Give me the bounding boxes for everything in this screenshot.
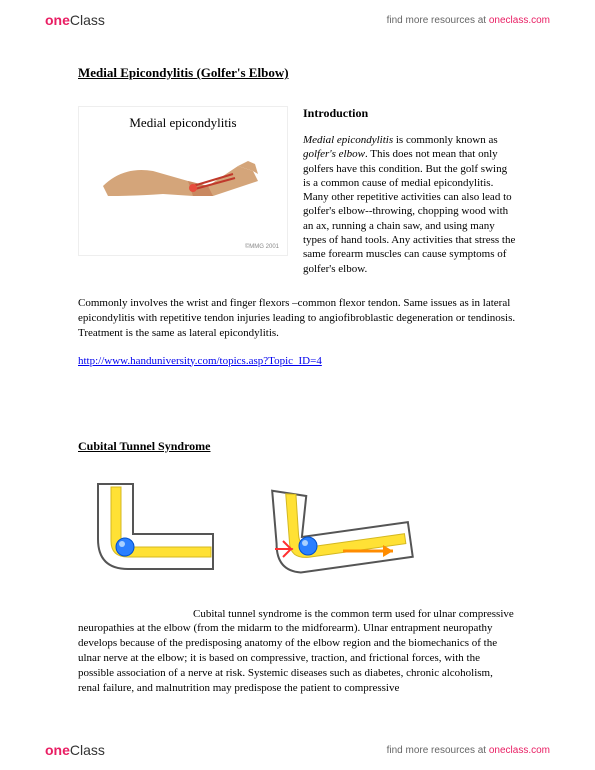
footer-logo[interactable]: oneClass [45, 742, 105, 758]
para2-text: Cubital tunnel syndrome is the common te… [78, 608, 514, 694]
intro-seg2: . This does not mean that only golfers h… [303, 148, 515, 274]
section2-title: Cubital Tunnel Syndrome [78, 439, 517, 454]
arm-illustration-icon [93, 136, 273, 241]
figure-credit: ©MMG 2001 [245, 244, 279, 250]
intro-text-block: Introduction Medial epicondylitis is com… [303, 106, 517, 276]
brand-part1: one [45, 12, 70, 28]
header-resource-link[interactable]: find more resources at oneclass.com [387, 15, 550, 26]
elbow-figures [78, 479, 517, 589]
intro-term1: Medial epicondylitis [303, 134, 393, 146]
document-content: Medial Epicondylitis (Golfer's Elbow) Me… [0, 40, 595, 706]
page-footer: oneClass find more resources at oneclass… [0, 730, 595, 770]
intro-body: Medial epicondylitis is commonly known a… [303, 133, 517, 276]
footer-brand-part2: Class [70, 742, 105, 758]
intro-term2: golfer's elbow [303, 148, 365, 160]
intro-seg1: is commonly known as [393, 134, 498, 146]
paragraph-1: Commonly involves the wrist and finger f… [78, 296, 517, 341]
paragraph-2: Cubital tunnel syndrome is the common te… [78, 607, 517, 696]
elbow-flexed-icon [253, 479, 418, 589]
figure-medial-epicondylitis: Medial epicondylitis ©MMG 2001 [78, 106, 288, 256]
brand-logo[interactable]: oneClass [45, 12, 105, 28]
footer-brand-part1: one [45, 742, 70, 758]
elbow-extended-icon [83, 479, 223, 589]
intro-heading: Introduction [303, 106, 517, 121]
footer-resource-url: oneclass.com [489, 745, 550, 756]
intro-section: Medial epicondylitis ©MMG 2001 Introduct… [78, 106, 517, 276]
brand-part2: Class [70, 12, 105, 28]
main-title: Medial Epicondylitis (Golfer's Elbow) [78, 65, 517, 81]
figure-caption: Medial epicondylitis [129, 115, 236, 131]
resource-text: find more resources at [387, 15, 489, 26]
reference-link[interactable]: http://www.handuniversity.com/topics.asp… [78, 355, 322, 367]
footer-resource-text: find more resources at [387, 745, 489, 756]
resource-url: oneclass.com [489, 15, 550, 26]
footer-resource-link[interactable]: find more resources at oneclass.com [387, 745, 550, 756]
page-header: oneClass find more resources at oneclass… [0, 0, 595, 40]
